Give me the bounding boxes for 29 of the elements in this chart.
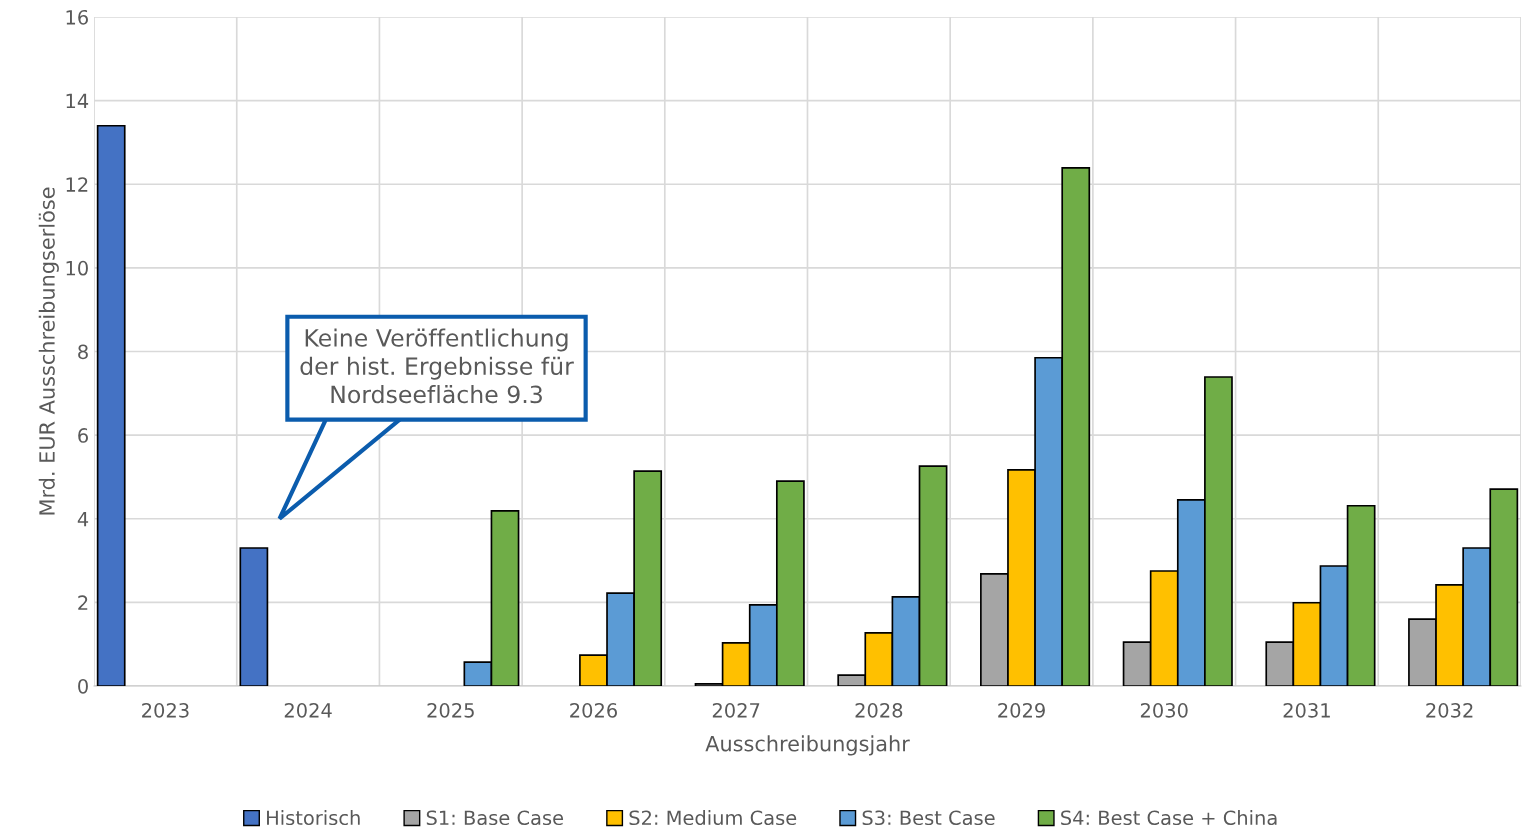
y-tick-label: 16	[66, 9, 88, 25]
x-tick-label: 2023	[142, 703, 189, 718]
y-tick-label: 14	[66, 93, 89, 109]
y-tick-label: 6	[78, 428, 88, 443]
legend-label: S4: Best Case + China	[1061, 810, 1277, 826]
x-tick-label: 2027	[712, 703, 760, 718]
bar	[239, 547, 269, 686]
y-tick-label: 10	[66, 260, 88, 276]
x-axis-title: Ausschreibungsjahr	[705, 735, 910, 756]
y-tick-label: 0	[78, 678, 88, 694]
x-tick-label: 2032	[1426, 703, 1473, 718]
x-tick-label: 2031	[1283, 703, 1330, 718]
y-tick-label: 2	[78, 595, 88, 610]
legend-label: Historisch	[267, 810, 360, 826]
x-tick-label: 2029	[998, 703, 1045, 718]
y-tick-label: 12	[66, 177, 88, 192]
x-tick-label: 2028	[855, 703, 903, 718]
legend-label: S2: Medium Case	[629, 810, 797, 826]
annotation: Keine Veröffentlichung der hist. Ergebnisse für Nordseefläche 9.3	[300, 328, 574, 404]
bar	[96, 124, 126, 686]
x-tick-label: 2024	[284, 703, 332, 718]
y-tick-label: 8	[78, 344, 88, 360]
x-tick-label: 2026	[570, 703, 617, 718]
legend-label: S1: Base Case	[426, 810, 564, 826]
x-tick-label: 2030	[1140, 703, 1188, 718]
x-tick-label: 2025	[427, 703, 474, 718]
legend-label: S3: Best Case	[862, 810, 995, 826]
y-axis-title: Mrd. EUR Ausschreibungserlöse	[38, 187, 59, 515]
y-tick-label: 4	[77, 511, 89, 527]
